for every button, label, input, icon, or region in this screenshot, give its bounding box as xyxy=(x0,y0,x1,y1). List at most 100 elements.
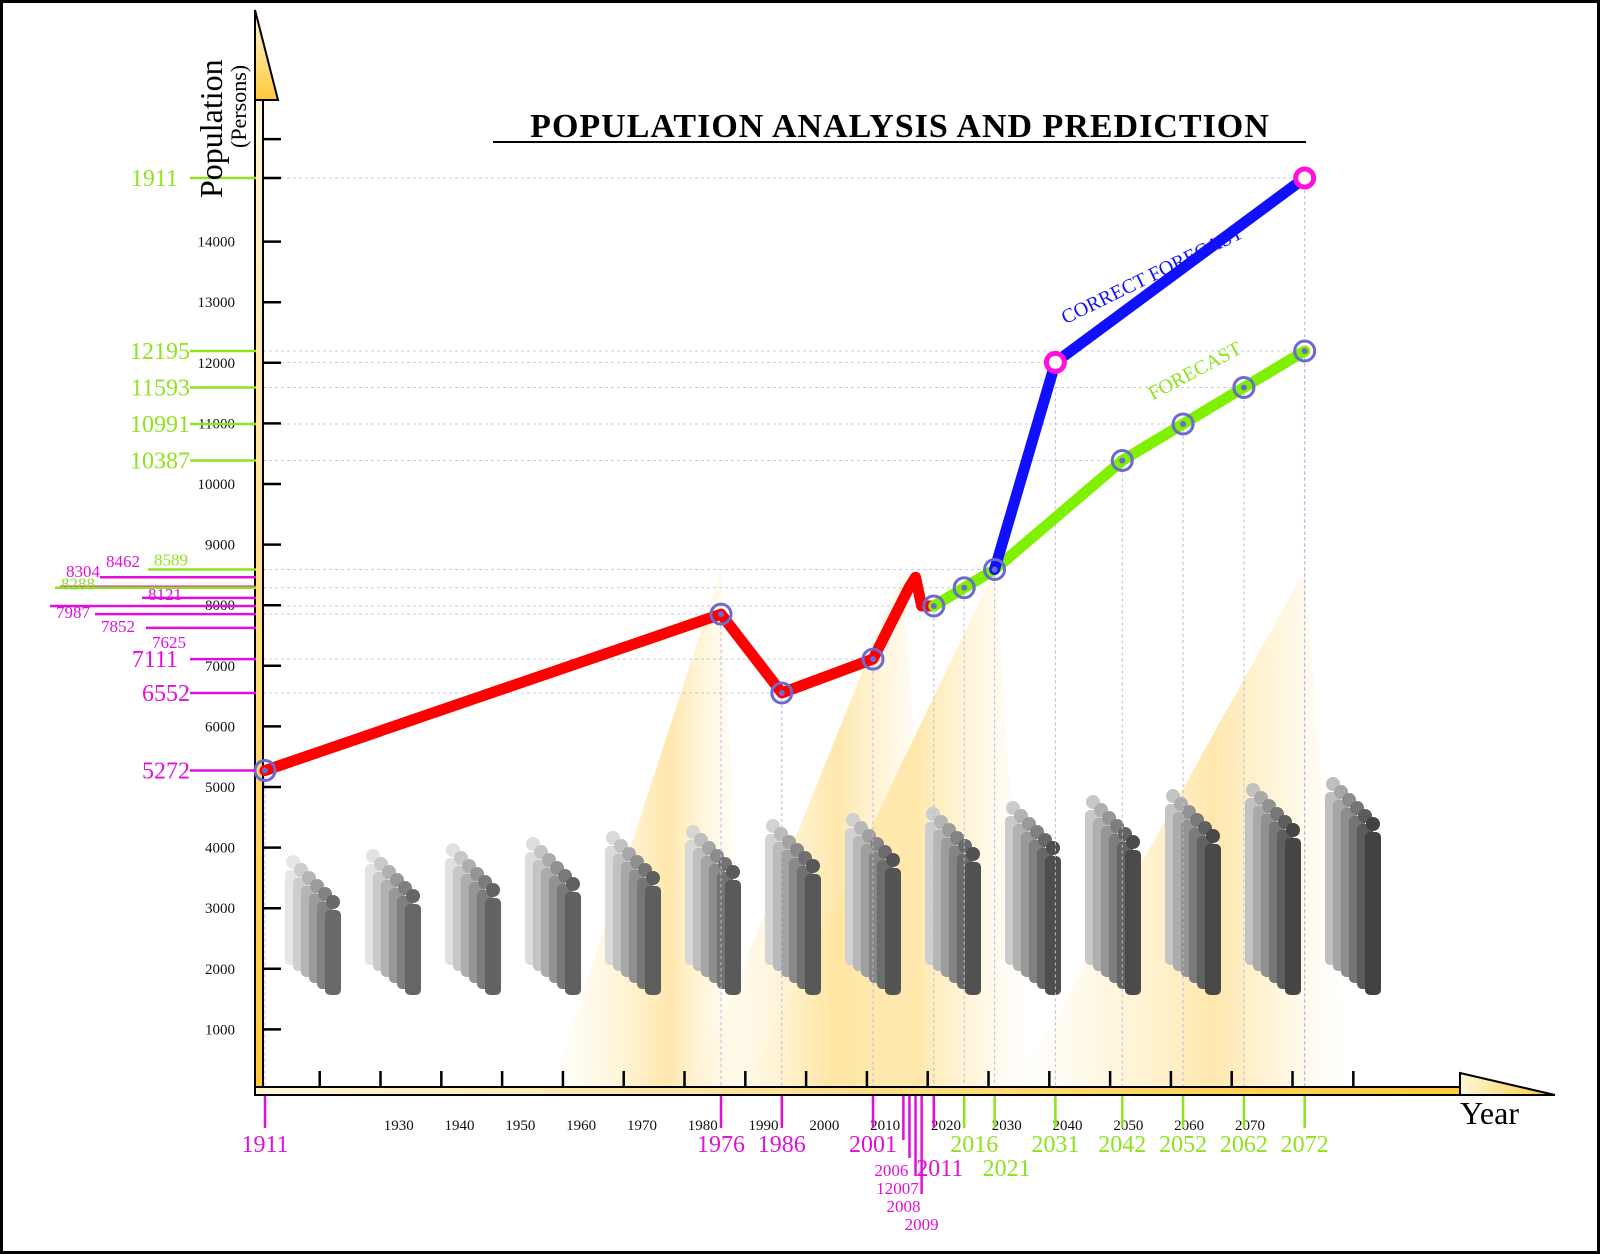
x-tick-label: 1960 xyxy=(566,1118,596,1134)
x-value-label: 1986 xyxy=(758,1132,806,1158)
data-point-marker xyxy=(1293,339,1317,363)
correct-forecast-label: CORRECT FORECAST xyxy=(1058,222,1247,329)
data-point-dot xyxy=(961,584,968,591)
data-point-dot xyxy=(718,611,724,618)
x-value-label: 2062 xyxy=(1220,1132,1268,1158)
y-value-label: 7111 xyxy=(132,647,178,673)
person-head xyxy=(726,865,740,879)
forecast-point-marker xyxy=(1293,166,1317,190)
x-tick-label: 2070 xyxy=(1235,1118,1265,1134)
y-value-label: 8304 xyxy=(66,562,101,581)
person-head xyxy=(966,847,980,861)
x-value-label: 2009 xyxy=(905,1215,939,1234)
forecast-point-marker xyxy=(1043,350,1067,374)
person-head xyxy=(1206,829,1220,843)
person-body xyxy=(405,904,421,995)
person-head xyxy=(406,889,420,903)
x-value-label: 2001 xyxy=(849,1132,897,1158)
x-value-label: 2016 xyxy=(950,1132,998,1158)
data-point-marker xyxy=(770,681,794,705)
x-value-label: 1911 xyxy=(241,1132,288,1158)
y-axis xyxy=(254,9,280,1093)
x-value-label: 2006 xyxy=(874,1161,908,1180)
guide-lines xyxy=(263,177,1306,1090)
y-value-label: 5272 xyxy=(142,759,190,785)
y-tick-label: 4000 xyxy=(205,841,235,857)
y-value-label: 8462 xyxy=(106,552,140,571)
person-head xyxy=(806,859,820,873)
person-body xyxy=(645,886,661,995)
x-value-label: 2072 xyxy=(1281,1132,1329,1158)
person-body xyxy=(965,862,981,995)
y-value-label: 11593 xyxy=(131,375,190,401)
data-point-dot xyxy=(870,656,876,663)
y-tick-label: 1000 xyxy=(205,1022,235,1038)
person-body xyxy=(1045,856,1061,995)
y-tick-label: 9000 xyxy=(205,538,235,554)
x-tick-label: 2030 xyxy=(992,1118,1022,1134)
y-value-label: 10387 xyxy=(130,449,190,475)
y-tick-label: 14000 xyxy=(198,235,236,251)
y-value-label: 6552 xyxy=(142,681,190,707)
y-axis-title: Population xyxy=(193,59,229,198)
x-value-label: 2042 xyxy=(1098,1132,1146,1158)
y-axis-ticks: 1000200030004000500060007000800090001000… xyxy=(198,137,281,1038)
x-tick-label: 1980 xyxy=(688,1118,718,1134)
y-value-label: 8288 xyxy=(61,575,95,594)
y-tick-label: 13000 xyxy=(198,295,236,311)
person-body xyxy=(485,898,501,995)
y-value-label: 7852 xyxy=(101,617,135,636)
x-tick-label: 2050 xyxy=(1113,1118,1143,1134)
data-point-dot xyxy=(1180,420,1187,427)
y-tick-label: 3000 xyxy=(205,901,235,917)
y-value-label: 12195 xyxy=(130,339,190,365)
people-silhouettes xyxy=(285,777,1381,995)
x-tick-label: 2040 xyxy=(1053,1118,1083,1134)
data-point-marker xyxy=(922,594,946,618)
y-value-label: 7625 xyxy=(152,633,186,652)
y-value-label: 7987 xyxy=(56,603,91,622)
person-head xyxy=(646,871,660,885)
x-value-label: 2052 xyxy=(1159,1132,1207,1158)
person-head xyxy=(1046,841,1060,855)
data-point-marker xyxy=(1232,375,1256,399)
person-body xyxy=(1365,832,1381,995)
data-point-marker xyxy=(983,558,1007,582)
person-head xyxy=(1366,817,1380,831)
x-value-label: 2031 xyxy=(1031,1132,1079,1158)
person-body xyxy=(1125,850,1141,995)
data-point-dot xyxy=(1301,347,1308,354)
data-markers xyxy=(253,166,1317,783)
person-body xyxy=(565,892,581,995)
person-body xyxy=(805,874,821,995)
person-body xyxy=(1285,838,1301,995)
data-point-marker xyxy=(709,602,733,626)
x-axis-title: Year xyxy=(1460,1095,1519,1131)
y-value-label: 10991 xyxy=(130,412,190,438)
series-line-1 xyxy=(259,571,940,777)
x-tick-label: 1990 xyxy=(749,1118,779,1134)
person-body xyxy=(885,868,901,995)
y-value-label: 8589 xyxy=(154,551,188,570)
y-value-label: 1911 xyxy=(131,166,178,192)
chart-title: POPULATION ANALYSIS AND PREDICTION xyxy=(530,108,1270,145)
person-head xyxy=(1126,835,1140,849)
y-tick-label: 10000 xyxy=(198,477,236,493)
data-point-dot xyxy=(778,689,785,696)
x-tick-label: 2010 xyxy=(870,1118,900,1134)
y-tick-label: 7000 xyxy=(205,659,235,675)
x-value-label: 2011 xyxy=(916,1156,963,1182)
x-tick-label: 1970 xyxy=(627,1118,657,1134)
x-tick-label: 1930 xyxy=(384,1118,414,1134)
person-head xyxy=(886,853,900,867)
y-tick-label: 6000 xyxy=(205,719,235,735)
y-tick-label: 5000 xyxy=(205,780,235,796)
data-point-marker xyxy=(952,576,976,600)
person-body xyxy=(725,880,741,995)
y-tick-label: 2000 xyxy=(205,962,235,978)
x-tick-label: 2020 xyxy=(931,1118,961,1134)
x-tick-label: 2060 xyxy=(1174,1118,1204,1134)
y-axis-unit: (Persons) xyxy=(226,65,251,148)
data-point-marker xyxy=(1110,449,1134,473)
